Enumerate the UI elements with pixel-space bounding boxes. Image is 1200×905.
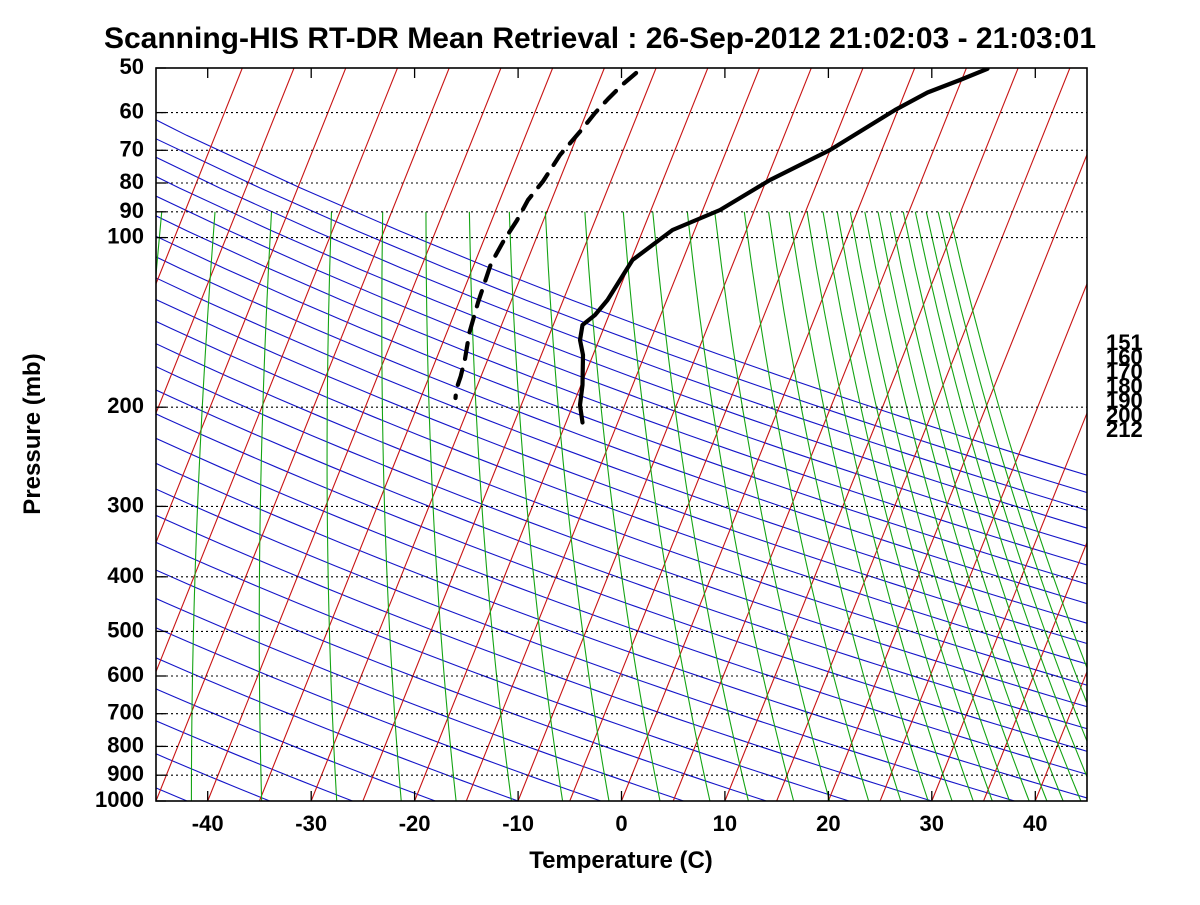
svg-text:50: 50	[120, 54, 144, 79]
svg-text:70: 70	[120, 136, 144, 161]
svg-text:10: 10	[713, 811, 737, 836]
svg-text:600: 600	[107, 662, 144, 687]
svg-text:Pressure (mb): Pressure (mb)	[19, 353, 46, 514]
svg-text:212: 212	[1106, 417, 1143, 442]
svg-text:100: 100	[107, 224, 144, 249]
svg-text:20: 20	[816, 811, 840, 836]
svg-text:0: 0	[615, 811, 627, 836]
svg-text:400: 400	[107, 563, 144, 588]
svg-text:800: 800	[107, 732, 144, 757]
svg-text:Temperature (C): Temperature (C)	[529, 847, 713, 874]
svg-text:-30: -30	[295, 811, 327, 836]
svg-text:80: 80	[120, 169, 144, 194]
svg-text:90: 90	[120, 198, 144, 223]
svg-text:200: 200	[107, 393, 144, 418]
svg-text:30: 30	[920, 811, 944, 836]
svg-text:-20: -20	[399, 811, 431, 836]
svg-text:500: 500	[107, 617, 144, 642]
svg-text:700: 700	[107, 700, 144, 725]
svg-text:900: 900	[107, 761, 144, 786]
svg-text:-40: -40	[192, 811, 224, 836]
svg-text:60: 60	[120, 99, 144, 124]
svg-text:40: 40	[1023, 811, 1047, 836]
svg-text:1000: 1000	[95, 787, 144, 812]
svg-text:-10: -10	[502, 811, 534, 836]
svg-text:Scanning-HIS RT-DR Mean Retrie: Scanning-HIS RT-DR Mean Retrieval : 26-S…	[104, 22, 1096, 55]
svg-text:300: 300	[107, 492, 144, 517]
